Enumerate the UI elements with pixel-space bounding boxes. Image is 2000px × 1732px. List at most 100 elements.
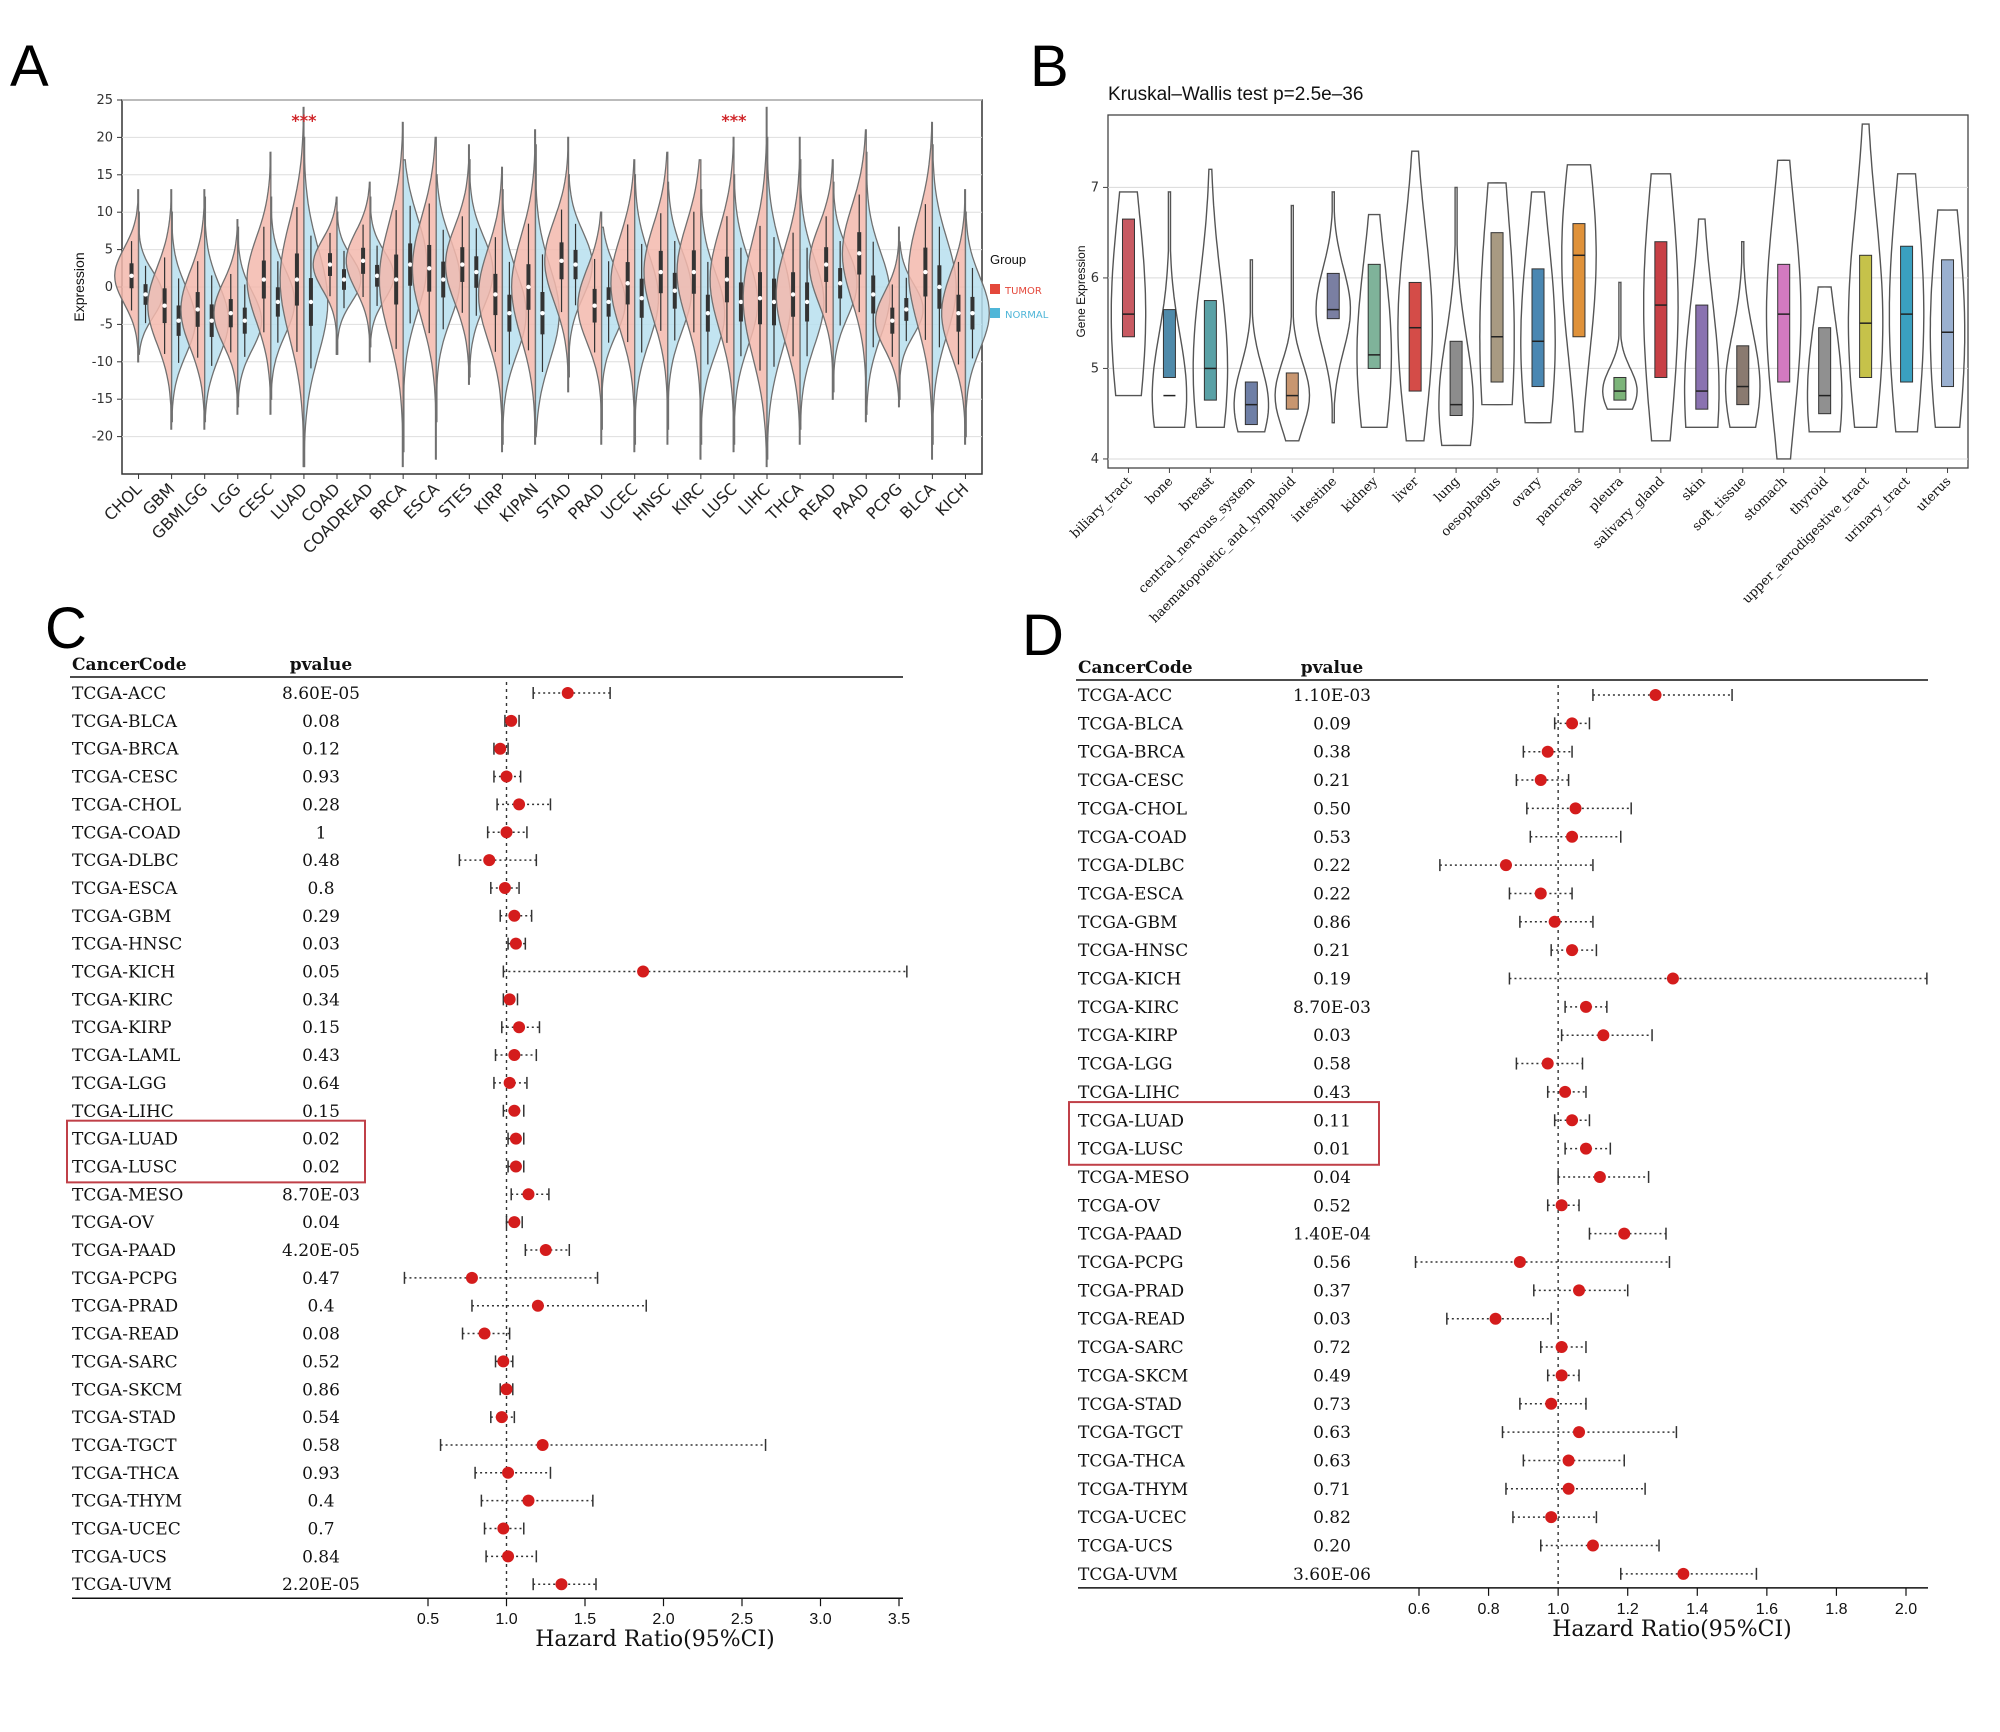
forest-row-code: TCGA-STAD <box>72 1408 176 1428</box>
forest-row-code: TCGA-THCA <box>1078 1451 1186 1471</box>
panel-b-violin-outline <box>1233 259 1270 433</box>
forest-x-tick-label: 1.0 <box>495 1611 517 1628</box>
forest-point <box>478 1327 491 1340</box>
panel-b-box <box>1654 241 1668 378</box>
forest-row-code: TCGA-LIHC <box>72 1102 174 1122</box>
forest-row-pvalue: 0.12 <box>302 740 340 760</box>
violin-normal-median <box>507 310 512 316</box>
panel-b-box <box>1326 272 1340 320</box>
panel-b-box <box>1367 263 1381 369</box>
forest-row-code: TCGA-OV <box>1078 1196 1161 1216</box>
forest-row-pvalue: 0.37 <box>1313 1281 1351 1301</box>
violin-tumor-median <box>956 310 961 316</box>
forest-row-code: TCGA-LGG <box>1078 1055 1172 1075</box>
legend-tumor-label: TUMOR <box>1004 286 1042 297</box>
violin-normal-median <box>970 310 975 316</box>
forest-row-code: TCGA-LUAD <box>72 1130 178 1150</box>
forest-row-pvalue: 0.22 <box>1313 884 1351 904</box>
violin-tumor-median <box>658 269 663 275</box>
forest-row-code: TCGA-LAML <box>72 1046 180 1066</box>
forest-row-code: TCGA-TGCT <box>1078 1423 1183 1443</box>
violin-normal-median <box>540 310 545 316</box>
forest-header-cancercode: CancerCode <box>1078 658 1193 678</box>
forest-point <box>1555 1369 1568 1382</box>
forest-row-pvalue: 4.20E-05 <box>282 1241 360 1261</box>
forest-row-code: TCGA-PCPG <box>72 1269 177 1289</box>
forest-point <box>1649 689 1662 701</box>
forest-point <box>1545 1397 1558 1410</box>
forest-row-code: TCGA-ESCA <box>72 879 178 899</box>
violin-tumor-median <box>195 307 200 312</box>
violin-tumor-median <box>427 266 432 271</box>
panel-b-box <box>1777 263 1791 383</box>
forest-row-code: TCGA-GBM <box>1078 913 1177 933</box>
forest-row-code: TCGA-KICH <box>1078 970 1181 990</box>
forest-row-code: TCGA-DLBC <box>72 851 179 871</box>
forest-row-pvalue: 0.58 <box>302 1436 340 1456</box>
forest-point <box>1566 944 1579 957</box>
forest-row-pvalue: 0.01 <box>1313 1140 1351 1160</box>
panel-b-violin-outline <box>1192 168 1229 429</box>
violin-normal-median <box>143 292 148 297</box>
violin-tumor <box>643 151 669 445</box>
forest-row-pvalue: 0.93 <box>302 768 340 788</box>
forest-point <box>522 1188 535 1201</box>
forest-row-code: TCGA-READ <box>1078 1310 1185 1330</box>
panel-b-box <box>1736 345 1750 406</box>
panel-a-y-tick-label: 15 <box>96 168 113 183</box>
panel-a-y-tick-label: -20 <box>92 430 113 445</box>
panel-b-box <box>1162 309 1176 378</box>
forest-row-code: TCGA-LIHC <box>1078 1083 1180 1103</box>
violin-tumor-median <box>327 262 333 267</box>
forest-row-pvalue: 0.52 <box>302 1352 340 1372</box>
violin-tumor-median <box>559 258 564 264</box>
panel-a-y-axis-label: Expression <box>71 252 87 321</box>
forest-header-pvalue: pvalue <box>1301 658 1364 678</box>
forest-point <box>1499 859 1512 872</box>
forest-row-pvalue: 0.64 <box>302 1074 340 1094</box>
forest-point <box>1593 1170 1606 1183</box>
forest-row-code: TCGA-STAD <box>1078 1395 1182 1415</box>
panel-b-y-tick-label: 6 <box>1091 271 1099 286</box>
forest-x-tick-label: 0.6 <box>1408 1601 1430 1618</box>
forest-point <box>1562 1482 1575 1495</box>
panel-b-y-axis-label: Gene Expression <box>1074 245 1088 337</box>
forest-point <box>502 1466 515 1479</box>
violin-tumor <box>676 159 702 460</box>
forest-row-pvalue: 0.22 <box>1313 856 1351 876</box>
forest-point <box>1541 745 1554 758</box>
panel-b-box <box>1244 381 1258 426</box>
panel-d-forest-plot: CancerCode pvalue TCGA-ACC 1.10E-03 TCGA-BLC… <box>1068 658 1928 1642</box>
panel-b-violin-outline <box>1397 150 1433 442</box>
forest-row-code: TCGA-LUSC <box>72 1157 177 1177</box>
forest-point <box>637 965 650 978</box>
forest-x-tick-label: 1.2 <box>1617 1601 1639 1618</box>
forest-row-pvalue: 0.08 <box>302 1325 340 1345</box>
forest-point <box>1548 915 1561 928</box>
forest-row-code: TCGA-KICH <box>72 963 175 983</box>
panel-b-violin-outline <box>1724 240 1761 429</box>
forest-row-pvalue: 0.54 <box>302 1408 340 1428</box>
panel-a-y-tick-label: 10 <box>96 205 113 220</box>
forest-row-code: TCGA-ESCA <box>1078 884 1184 904</box>
panel-label-a: A <box>10 34 49 99</box>
forest-row-pvalue: 0.15 <box>302 1102 340 1122</box>
forest-x-tick-label: 1.6 <box>1756 1601 1778 1618</box>
violin-normal-median <box>209 318 214 323</box>
violin-normal-median <box>606 299 611 305</box>
forest-x-tick-label: 0.8 <box>1477 1601 1499 1618</box>
violin-tumor <box>775 136 801 445</box>
forest-row-pvalue: 0.38 <box>1313 743 1351 763</box>
forest-point <box>1534 774 1547 787</box>
forest-point <box>495 1411 508 1424</box>
forest-point <box>539 1244 552 1256</box>
forest-x-axis-label: Hazard Ratio(95%CI) <box>535 1627 775 1652</box>
forest-point <box>1579 1142 1592 1155</box>
panel-b-violin-outline <box>1561 164 1597 433</box>
violin-tumor-median <box>493 292 498 297</box>
forest-row-code: TCGA-ACC <box>1078 686 1172 706</box>
violin-tumor <box>841 129 867 423</box>
panel-b-box <box>1572 223 1586 338</box>
forest-point <box>465 1271 478 1284</box>
